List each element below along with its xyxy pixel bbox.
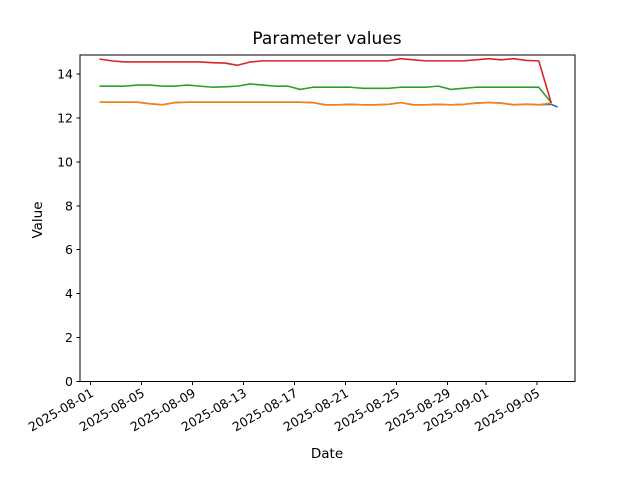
chart-title: Parameter values — [252, 29, 402, 49]
y-tick-label: 8 — [65, 198, 73, 213]
y-tick-label: 12 — [57, 110, 73, 125]
y-tick-label: 14 — [57, 67, 73, 82]
line-series-red — [99, 57, 553, 104]
line-series-green — [99, 83, 552, 104]
axes-frame — [79, 54, 576, 382]
y-tick-label: 10 — [57, 154, 73, 169]
y-tick-label: 6 — [65, 242, 73, 257]
x-axis-label: Date — [310, 446, 344, 462]
y-tick-label: 4 — [65, 286, 73, 301]
y-tick-label: 0 — [65, 374, 73, 389]
line-series-orange — [99, 101, 552, 106]
y-axis-label: Value — [30, 201, 46, 239]
y-tick-label: 2 — [65, 330, 73, 345]
